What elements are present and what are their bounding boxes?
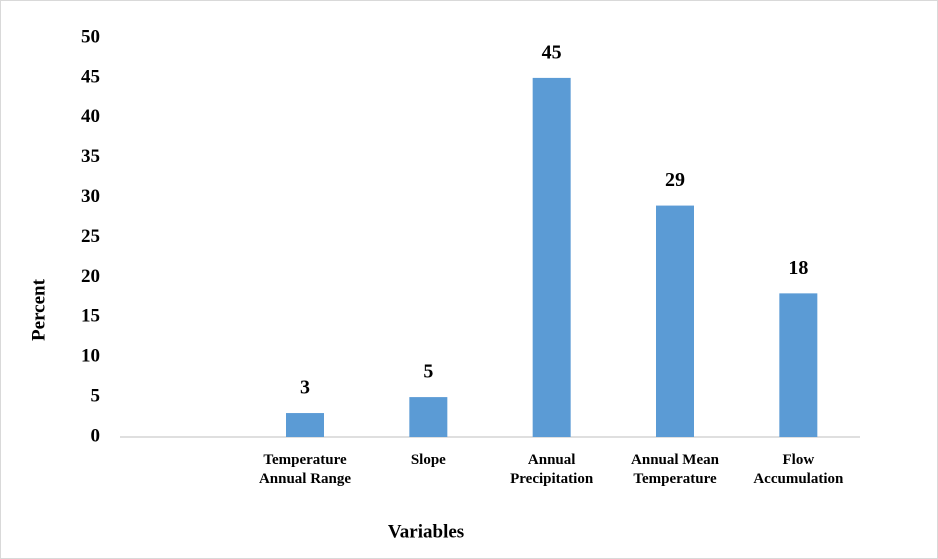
data-label: 45 bbox=[542, 41, 562, 63]
x-tick-label: Annual Mean Temperature bbox=[631, 452, 719, 487]
x-axis-title: Variables bbox=[388, 521, 464, 542]
y-tick-label: 25 bbox=[81, 226, 100, 247]
x-tick-label: Flow Accumulation bbox=[753, 452, 844, 487]
y-tick-label: 20 bbox=[81, 266, 100, 287]
data-label: 29 bbox=[665, 169, 685, 191]
y-tick-label: 50 bbox=[81, 26, 100, 47]
y-tick-label: 10 bbox=[81, 346, 100, 367]
bar bbox=[409, 397, 448, 437]
data-label: 18 bbox=[788, 257, 808, 279]
y-axis-title: Percent bbox=[28, 278, 49, 341]
y-tick-label: 15 bbox=[81, 306, 100, 327]
y-tick-label: 35 bbox=[81, 146, 100, 167]
y-tick-label: 5 bbox=[91, 385, 101, 406]
y-tick-label: 0 bbox=[91, 425, 101, 446]
x-tick-label: Temperature Annual Range bbox=[258, 452, 352, 487]
y-tick-label: 40 bbox=[81, 106, 100, 127]
y-tick-label: 30 bbox=[81, 186, 100, 207]
bar bbox=[779, 293, 818, 437]
bar bbox=[532, 77, 571, 438]
data-label: 3 bbox=[300, 377, 310, 399]
x-tick-label: Slope bbox=[410, 452, 446, 468]
x-tick-label: Annual Precipitation bbox=[510, 452, 594, 487]
data-label: 5 bbox=[423, 361, 433, 383]
y-tick-label: 45 bbox=[81, 66, 100, 87]
bar bbox=[656, 205, 694, 437]
bar bbox=[286, 413, 324, 437]
